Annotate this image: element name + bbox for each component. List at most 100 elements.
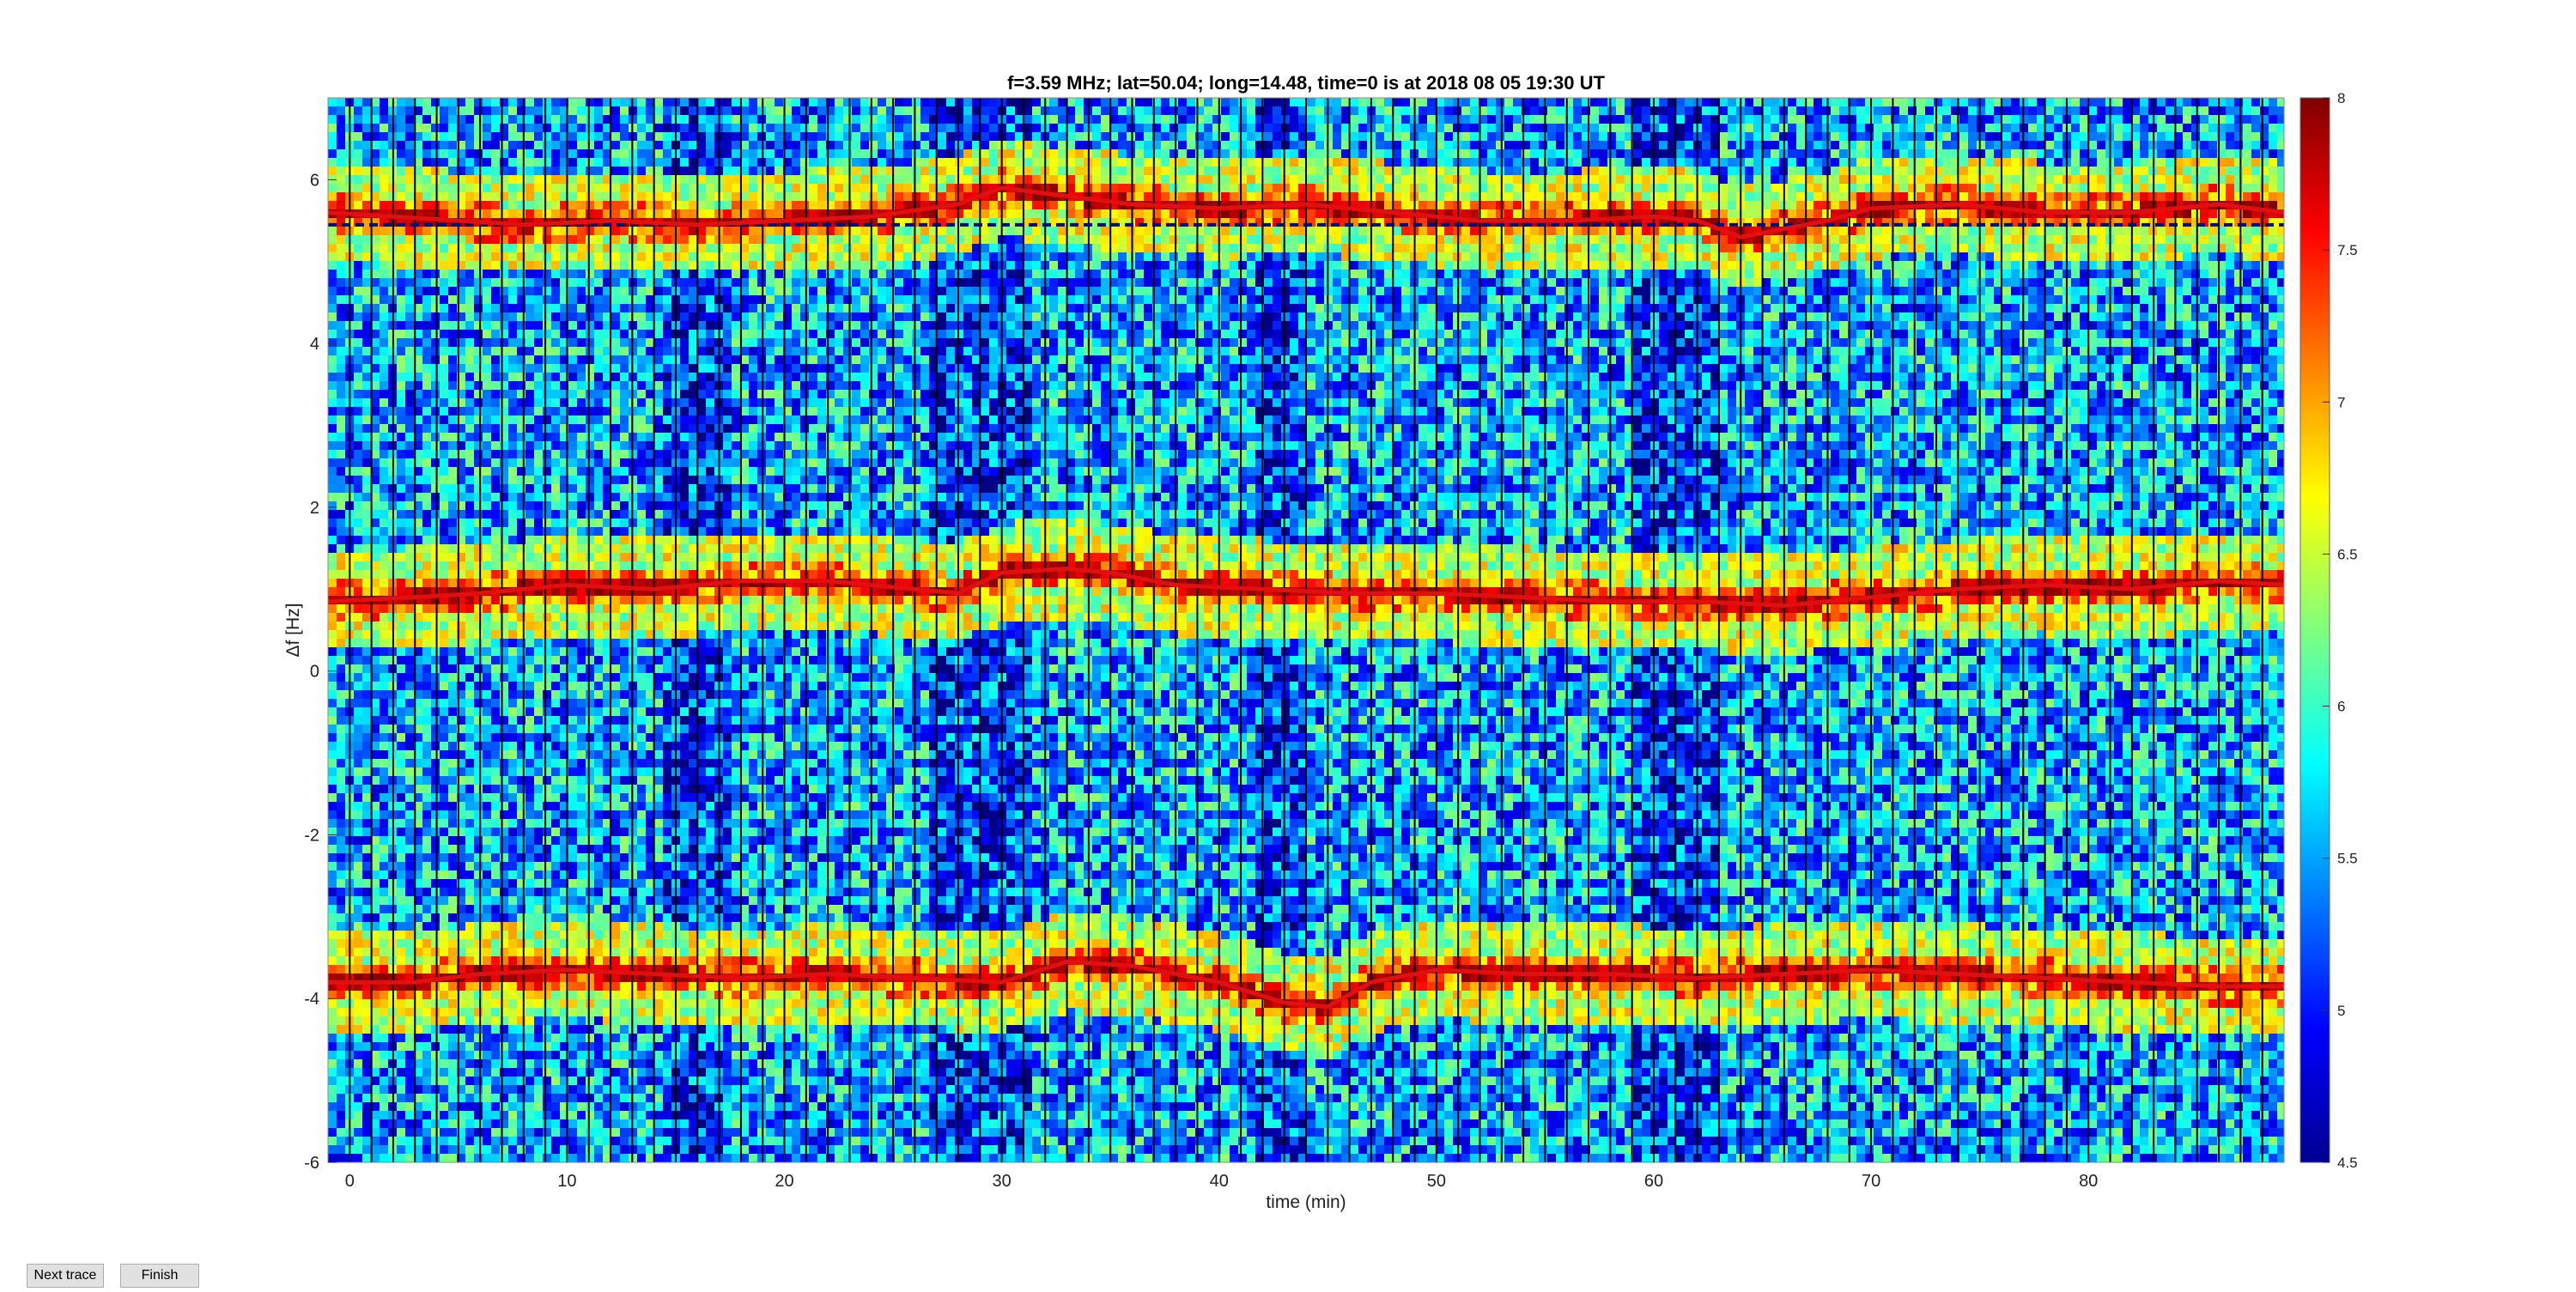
heatmap-cell bbox=[594, 673, 603, 682]
heatmap-cell bbox=[337, 622, 345, 630]
heatmap-cell bbox=[457, 132, 465, 141]
heatmap-cell bbox=[526, 1145, 534, 1154]
heatmap-cell bbox=[517, 278, 526, 287]
heatmap-cell bbox=[414, 845, 422, 853]
heatmap-cell bbox=[491, 699, 500, 707]
heatmap-cell bbox=[526, 321, 534, 330]
heatmap-cell bbox=[474, 167, 483, 175]
heatmap-cell bbox=[637, 381, 646, 390]
heatmap-cell bbox=[465, 338, 474, 347]
heatmap-cell bbox=[603, 1137, 611, 1145]
heatmap-cell bbox=[543, 295, 551, 304]
heatmap-cell bbox=[654, 905, 663, 913]
heatmap-cell bbox=[474, 656, 483, 664]
heatmap-cell bbox=[440, 948, 448, 956]
heatmap-cell bbox=[500, 690, 508, 699]
heatmap-cell bbox=[405, 192, 414, 201]
heatmap-cell bbox=[551, 1077, 560, 1085]
heatmap-cell bbox=[646, 407, 654, 416]
heatmap-cell bbox=[611, 785, 620, 793]
heatmap-cell bbox=[328, 364, 337, 373]
heatmap-cell bbox=[603, 853, 611, 862]
heatmap-cell bbox=[405, 931, 414, 939]
heatmap-cell bbox=[371, 767, 380, 776]
heatmap-cell bbox=[354, 682, 362, 690]
heatmap-cell bbox=[457, 467, 465, 476]
heatmap-cell bbox=[620, 458, 629, 467]
heatmap-cell bbox=[328, 1154, 337, 1162]
heatmap-cell bbox=[637, 888, 646, 896]
heatmap-cell bbox=[586, 167, 594, 175]
heatmap-cell bbox=[483, 1119, 491, 1128]
heatmap-cell bbox=[422, 304, 431, 312]
heatmap-cell bbox=[517, 141, 526, 149]
heatmap-cell bbox=[483, 1008, 491, 1016]
heatmap-cell bbox=[508, 956, 517, 965]
heatmap-cell bbox=[337, 1094, 345, 1102]
heatmap-cell bbox=[483, 647, 491, 656]
heatmap-cell bbox=[448, 707, 457, 716]
heatmap-cell bbox=[620, 999, 629, 1008]
heatmap-cell bbox=[611, 167, 620, 175]
heatmap-cell bbox=[465, 1016, 474, 1025]
heatmap-cell bbox=[354, 1059, 362, 1068]
heatmap-cell bbox=[560, 527, 568, 536]
heatmap-cell bbox=[517, 304, 526, 312]
heatmap-cell bbox=[508, 347, 517, 355]
heatmap-cell bbox=[405, 175, 414, 184]
heatmap-cell bbox=[543, 776, 551, 785]
heatmap-cell bbox=[543, 519, 551, 527]
heatmap-cell bbox=[465, 707, 474, 716]
heatmap-cell bbox=[431, 98, 440, 106]
heatmap-cell bbox=[422, 931, 431, 939]
heatmap-cell bbox=[517, 999, 526, 1008]
heatmap-cell bbox=[577, 699, 586, 707]
heatmap-cell bbox=[586, 407, 594, 416]
heatmap-cell bbox=[422, 244, 431, 252]
heatmap-cell bbox=[422, 416, 431, 424]
heatmap-cell bbox=[663, 982, 671, 991]
heatmap-cell bbox=[594, 948, 603, 956]
heatmap-cell bbox=[611, 750, 620, 759]
heatmap-cell bbox=[431, 433, 440, 441]
heatmap-cell bbox=[517, 407, 526, 416]
heatmap-cell bbox=[543, 287, 551, 295]
heatmap-cell bbox=[603, 424, 611, 433]
heatmap-cell bbox=[397, 879, 405, 888]
heatmap-cell bbox=[654, 776, 663, 785]
heatmap-cell bbox=[465, 922, 474, 931]
heatmap-cell bbox=[354, 278, 362, 287]
heatmap-cell bbox=[362, 879, 371, 888]
heatmap-cell bbox=[405, 252, 414, 261]
heatmap-cell bbox=[414, 836, 422, 845]
heatmap-cell bbox=[414, 270, 422, 278]
heatmap-cell bbox=[500, 1154, 508, 1162]
heatmap-cell bbox=[560, 184, 568, 192]
heatmap-cell bbox=[500, 458, 508, 467]
heatmap-cell bbox=[577, 373, 586, 381]
heatmap-cell bbox=[543, 330, 551, 338]
heatmap-cell bbox=[431, 931, 440, 939]
heatmap-cell bbox=[646, 501, 654, 510]
heatmap-cell bbox=[586, 330, 594, 338]
heatmap-cell bbox=[371, 270, 380, 278]
heatmap-cell bbox=[371, 870, 380, 879]
heatmap-cell bbox=[603, 278, 611, 287]
heatmap-cell bbox=[380, 1137, 388, 1145]
heatmap-cell bbox=[508, 647, 517, 656]
heatmap-cell bbox=[491, 991, 500, 999]
heatmap-cell bbox=[534, 476, 543, 484]
heatmap-cell bbox=[534, 948, 543, 956]
heatmap-cell bbox=[568, 785, 577, 793]
heatmap-cell bbox=[663, 1111, 671, 1119]
heatmap-cell bbox=[560, 579, 568, 587]
heatmap-cell bbox=[508, 458, 517, 467]
heatmap-cell bbox=[646, 124, 654, 132]
heatmap-cell bbox=[448, 956, 457, 965]
heatmap-cell bbox=[448, 390, 457, 398]
heatmap-cell bbox=[397, 682, 405, 690]
heatmap-cell bbox=[663, 501, 671, 510]
heatmap-cell bbox=[508, 896, 517, 905]
heatmap-cell bbox=[646, 278, 654, 287]
heatmap-cell bbox=[354, 888, 362, 896]
